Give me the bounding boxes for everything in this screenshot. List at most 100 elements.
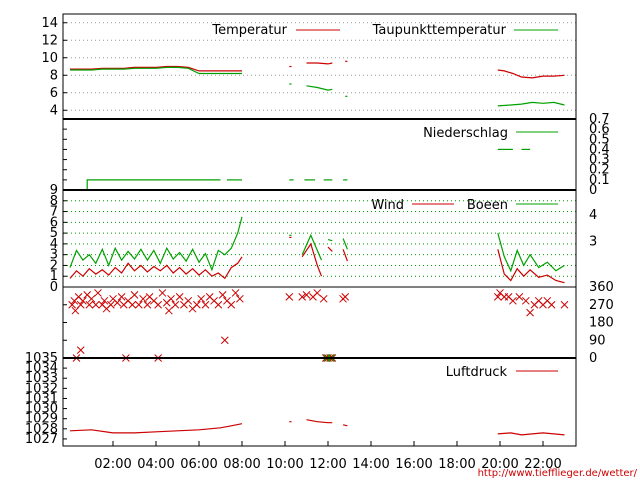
series-line [306,85,333,91]
legend-niederschlag-label: Niederschlag [423,126,508,141]
y-tick-label: 1033 [25,371,58,386]
scatter-point [302,291,311,299]
scatter-point [79,296,87,305]
legend-luftdruck-label: Luftdruck [446,365,508,380]
scatter-point [231,289,240,297]
y-tick-label: 1029 [25,412,58,427]
y-tick-label: 1032 [25,381,58,396]
scatter-point [214,300,223,309]
y-tick-label: 270 [589,298,614,313]
series-line [306,419,333,424]
series-line [342,249,348,262]
y-tick-label: 1034 [25,361,58,376]
scatter-point [235,294,244,303]
right-tick-label: 4 [589,208,597,223]
series-line [327,239,333,242]
y-tick-label: 7 [50,205,58,220]
legend-wind-label: Wind [371,198,404,213]
scatter-point [171,300,180,309]
x-tick-label: 04:00 [137,457,174,472]
scatter-point [154,300,163,309]
scatter-point [94,289,102,297]
series-line [70,65,242,72]
series-line [497,101,565,107]
y-tick-label: 1031 [25,391,58,406]
y-tick-label: 0.2 [589,163,610,178]
y-tick-label: 3 [50,248,58,263]
y-tick-label: 12 [41,33,58,48]
scatter-point [560,300,569,309]
x-tick-label: 12:00 [309,457,346,472]
y-tick-label: 180 [589,316,614,331]
label-layer: 46810121400.10.20.30.40.50.60.7012345678… [25,16,614,472]
x-tick-label: 10:00 [266,457,303,472]
scatter-point [76,346,85,354]
scatter-point [521,296,530,305]
x-tick-label: 18:00 [438,457,475,472]
y-tick-label: 0.7 [589,112,610,127]
legend-taupunkt-label: Taupunkttemperatur [372,23,507,38]
scatter-point [143,300,152,309]
series-line [342,238,348,250]
series-line [70,66,242,75]
y-tick-label: 0 [50,280,58,295]
scatter-point [192,300,201,309]
y-tick-label: 4 [50,237,58,252]
series-line [69,256,243,280]
scatter-point [547,300,556,309]
x-tick-label: 08:00 [223,457,260,472]
scatter-point [220,336,229,345]
y-tick-label: 0.3 [589,153,610,168]
series-line [86,179,221,190]
right-tick-label: 3 [589,235,597,250]
series-line [301,233,323,261]
scatter-point [184,296,193,305]
x-tick-label: 14:00 [352,457,389,472]
y-tick-label: 9 [50,183,58,198]
y-tick-label: 6 [50,86,58,101]
grid-layer [63,22,576,277]
credit-link[interactable]: http://www.tiefflieger.de/wetter/ [478,468,638,479]
y-tick-label: 14 [41,16,58,31]
scatter-point [175,293,184,301]
scatter-point [167,294,175,303]
scatter-point [130,291,139,299]
y-tick-label: 0.4 [589,142,610,157]
scatter-point [218,291,227,299]
series-line [69,216,243,272]
legend-boeen-label: Boeen [467,198,508,213]
scatter-point [515,293,524,301]
y-tick-label: 8 [50,68,58,83]
data-layer [68,60,569,436]
y-tick-label: 0 [589,183,597,198]
series-line [69,423,243,434]
series-line [342,424,348,427]
legend-temperatur-label: Temperatur [211,23,287,38]
y-tick-label: 0.6 [589,122,610,137]
scatter-point [526,308,534,317]
scatter-point [68,300,77,309]
scatter-point [285,293,294,301]
y-tick-label: 1028 [25,422,58,437]
scatter-point [341,293,350,301]
scatter-point [509,296,517,305]
y-tick-label: 8 [50,194,58,209]
scatter-point [165,306,173,315]
scatter-point [313,289,322,297]
x-tick-label: 06:00 [180,457,217,472]
scatter-point [158,289,167,297]
scatter-point [85,300,94,309]
scatter-point [493,293,502,301]
scatter-point [117,293,126,301]
series-line [497,69,565,79]
x-tick-label: 02:00 [94,457,131,472]
scatter-point [298,293,307,301]
y-tick-label: 2 [50,258,58,273]
x-tick-label: 20:00 [481,457,518,472]
y-tick-label: 1027 [25,432,58,447]
y-tick-label: 90 [589,333,606,348]
scatter-point [113,298,122,307]
y-tick-label: 1 [50,269,58,284]
series-line [497,232,565,273]
series-line [327,246,333,252]
